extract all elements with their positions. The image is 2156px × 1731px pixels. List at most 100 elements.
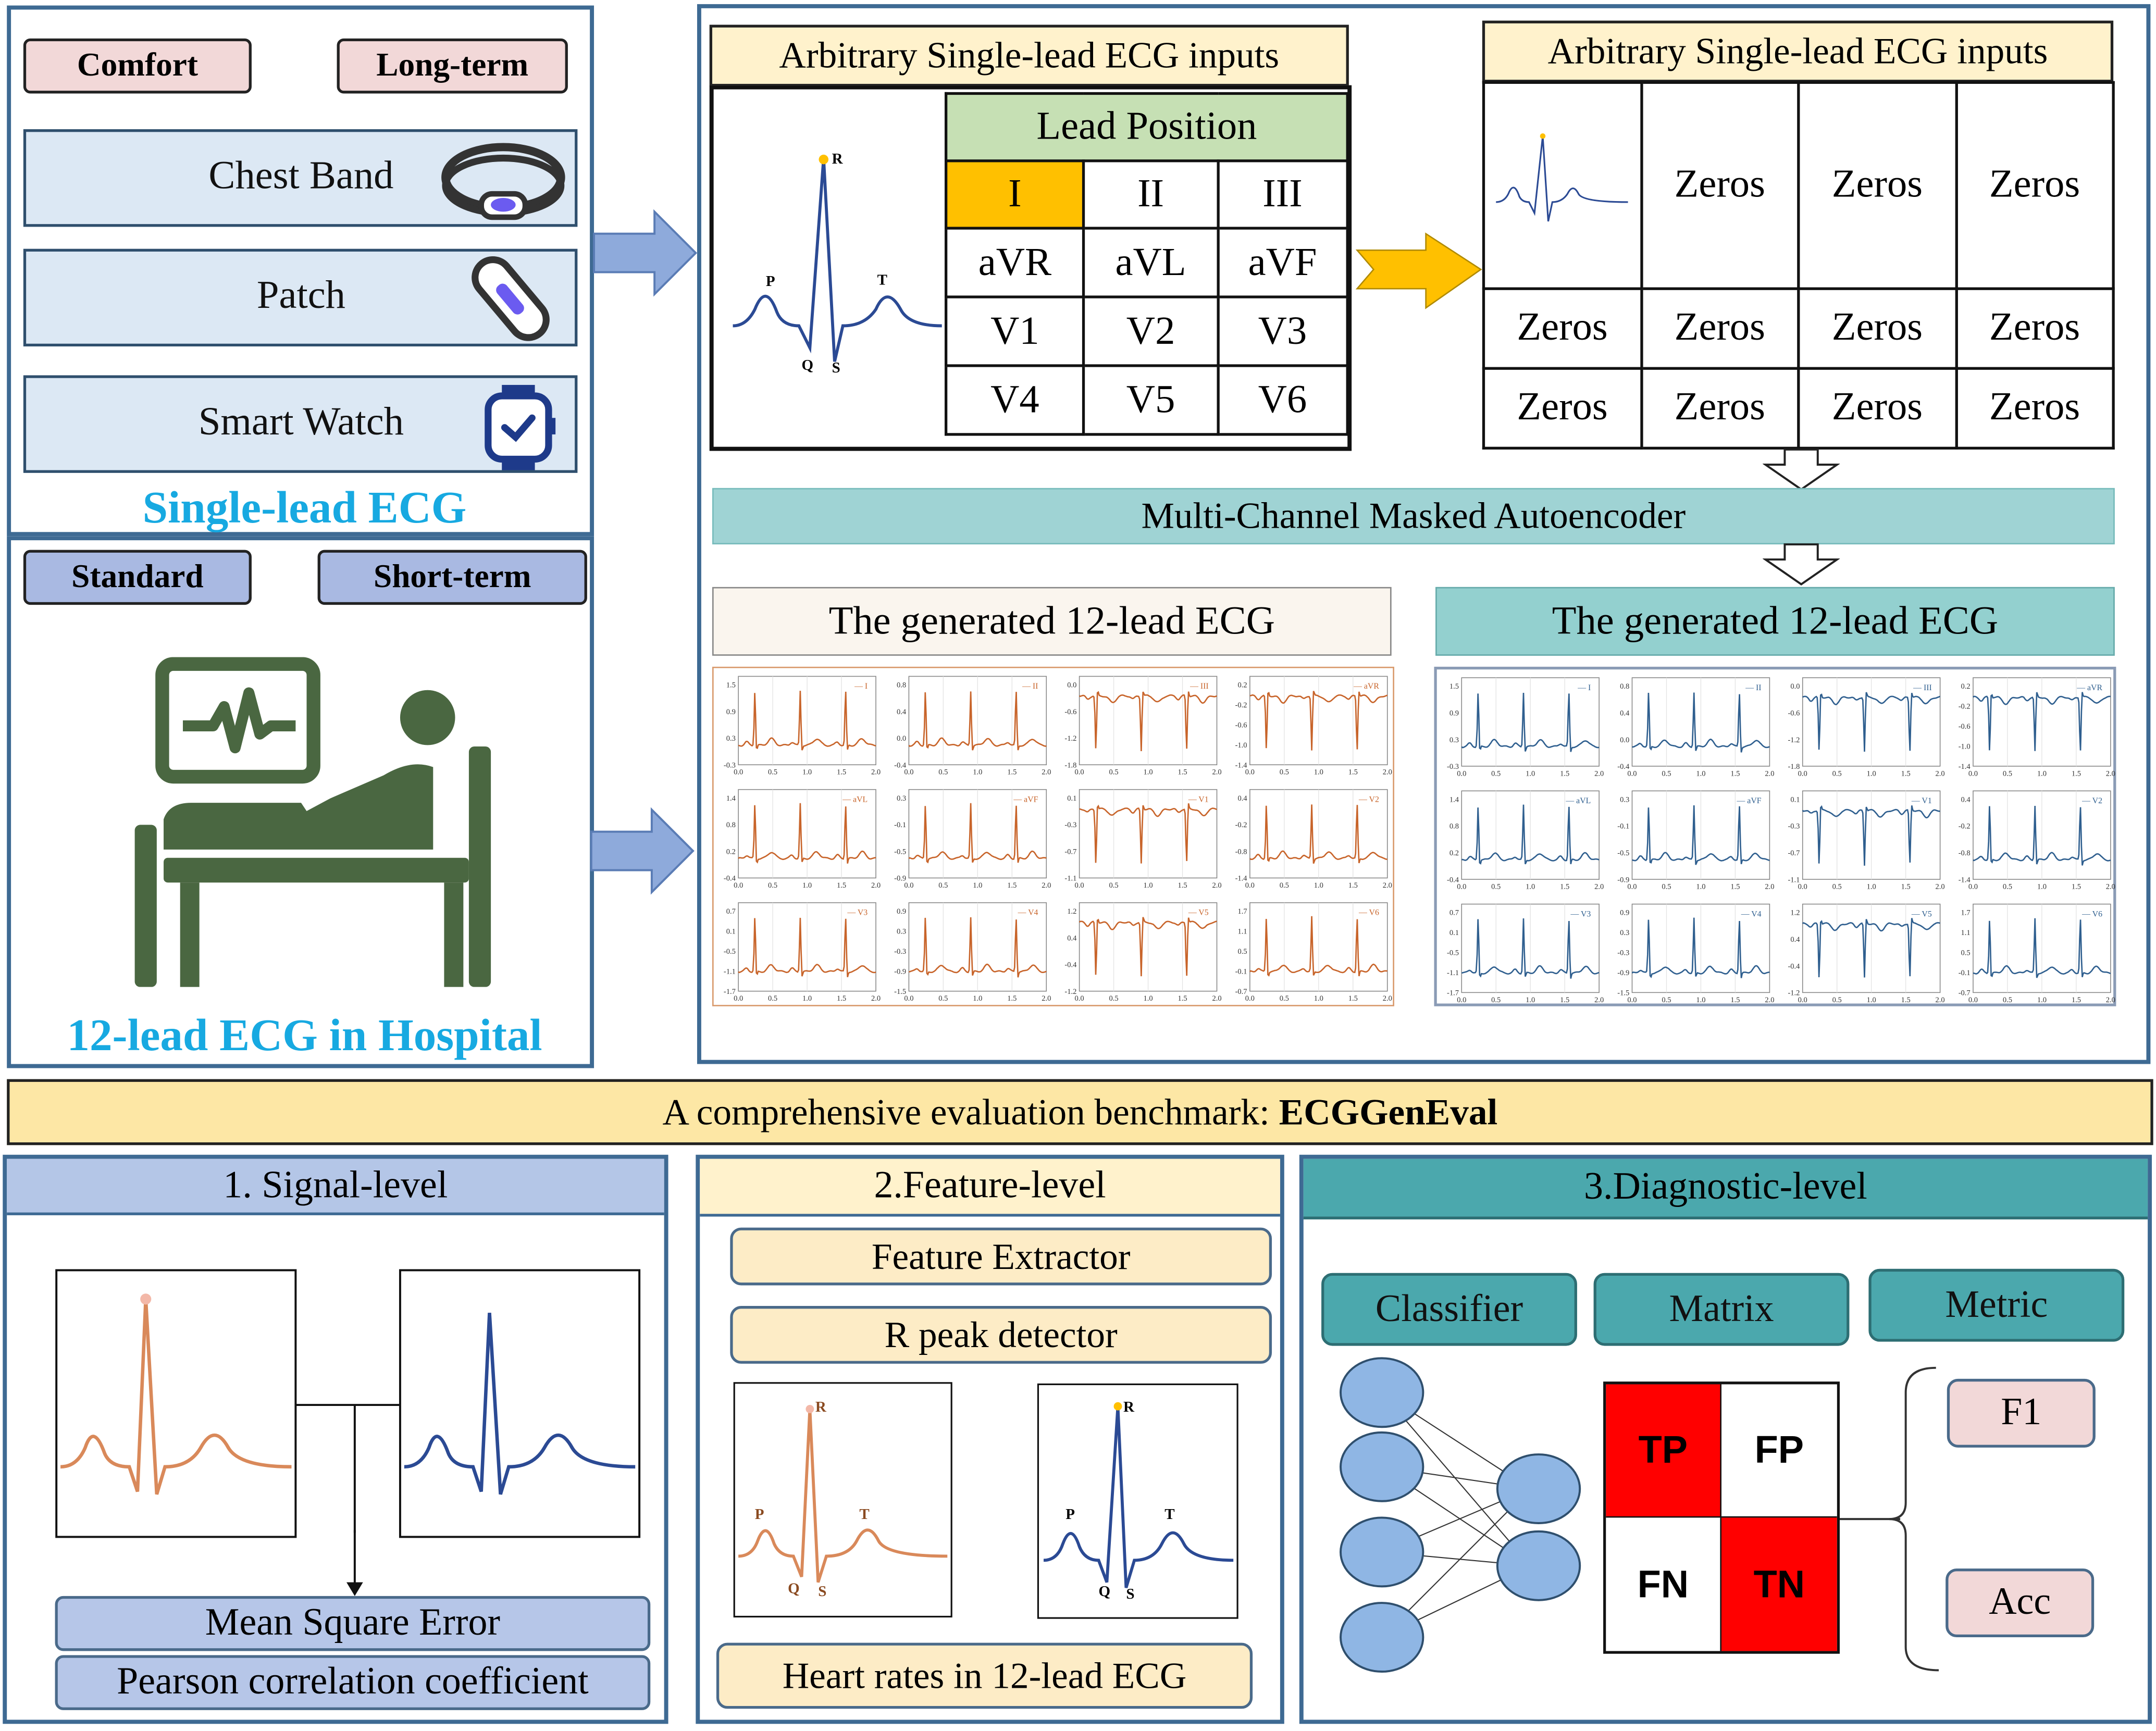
y-tick-label: 0.2	[1237, 681, 1247, 690]
y-tick-label: -1.8	[1064, 761, 1076, 769]
y-tick-label: 0.9	[1620, 909, 1629, 917]
y-tick-label: -0.7	[1064, 848, 1076, 856]
lead-cell-V2[interactable]: V2	[1082, 295, 1219, 367]
x-tick-label: 1.5	[1348, 881, 1358, 890]
y-tick-label: -0.1	[894, 821, 906, 829]
x-tick-label: 1.0	[1144, 768, 1153, 777]
lead-cell-III[interactable]: III	[1216, 159, 1349, 230]
y-tick-label: 1.2	[1067, 907, 1076, 916]
x-tick-label: 0.0	[1075, 994, 1084, 1003]
y-tick-label: -0.3	[1617, 949, 1629, 957]
lead-cell-V5[interactable]: V5	[1082, 364, 1219, 436]
x-tick-label: 1.0	[973, 881, 982, 890]
t-wave-label: T	[1164, 1506, 1174, 1523]
lead-position-table: Lead Position I II III aVR aVL aVF V1 V2…	[944, 92, 1349, 436]
lead-cell-V1[interactable]: V1	[944, 295, 1085, 367]
lead-cell-aVL[interactable]: aVL	[1082, 227, 1219, 298]
lead-cell-aVR[interactable]: aVR	[944, 227, 1085, 298]
zeros-cell: Zeros	[1797, 287, 1957, 370]
feature-level-header: 2.Feature-level	[700, 1159, 1280, 1217]
fn-cell: FN	[1606, 1517, 1722, 1651]
zeros-cell: Zeros	[1640, 367, 1800, 450]
y-tick-label: -1.0	[1959, 743, 1971, 751]
y-tick-label: -0.3	[1447, 763, 1459, 771]
x-tick-label: 0.5	[1109, 768, 1119, 777]
x-tick-label: 0.5	[2003, 769, 2012, 778]
x-tick-label: 0.5	[1662, 996, 1671, 1004]
x-tick-label: 0.0	[904, 768, 913, 777]
y-tick-label: -0.9	[894, 875, 906, 883]
lead-label: — V1	[1911, 796, 1932, 805]
y-tick-label: 0.0	[1620, 736, 1629, 744]
x-tick-label: 2.0	[1383, 881, 1392, 890]
y-tick-label: -1.4	[1959, 763, 1971, 771]
y-tick-label: 0.9	[726, 708, 736, 716]
lead-plot-I: — I 1.5 0.9 0.3 -0.30.0 0.5 1.0 1.5 2.0	[724, 676, 881, 777]
x-tick-label: 1.0	[1526, 883, 1535, 891]
y-tick-label: 0.8	[726, 821, 736, 829]
y-tick-label: -0.8	[1959, 849, 1971, 857]
lead-label: — III	[1189, 682, 1209, 691]
lead-label: — V4	[1741, 910, 1762, 918]
lead-cell-V3[interactable]: V3	[1216, 295, 1349, 367]
x-tick-label: 2.0	[1042, 881, 1051, 890]
y-tick-label: 0.1	[1790, 795, 1800, 804]
patch-label: Patch	[256, 273, 345, 318]
y-tick-label: 0.0	[897, 734, 906, 743]
ecg-trace	[1802, 692, 1941, 752]
y-tick-label: 0.1	[1449, 929, 1459, 937]
arrow-down-icon	[1763, 543, 1840, 586]
diagnostic-level-header: 3.Diagnostic-level	[1303, 1159, 2148, 1219]
long-term-tag: Long-term	[337, 38, 568, 94]
x-tick-label: 0.0	[1245, 881, 1255, 890]
lead-label: — aVR	[1353, 682, 1379, 691]
ecg-trace	[738, 691, 876, 751]
y-tick-label: 0.2	[726, 848, 736, 856]
x-tick-label: 1.5	[1560, 769, 1569, 778]
lead-position-title: Lead Position	[944, 92, 1349, 163]
ecg-trace	[738, 803, 876, 864]
x-tick-label: 1.0	[1314, 768, 1323, 777]
zeros-cell: Zeros	[1954, 287, 2115, 370]
lead-cell-II[interactable]: II	[1082, 159, 1219, 230]
y-tick-label: -0.5	[1617, 849, 1629, 857]
r-peak-detector: R peak detector	[730, 1306, 1272, 1364]
x-tick-label: 2.0	[871, 994, 881, 1003]
lead-plot-V5: — V5 1.2 0.4 -0.4 -1.20.0 0.5 1.0 1.5 2.0	[1064, 902, 1222, 1003]
lead-cell-I[interactable]: I	[944, 159, 1085, 230]
lead-cell-aVF[interactable]: aVF	[1216, 227, 1349, 298]
ecg-trace	[1249, 916, 1388, 977]
x-tick-label: 0.5	[1662, 883, 1671, 891]
chest-band-icon	[441, 143, 565, 220]
x-tick-label: 2.0	[1765, 883, 1774, 891]
x-tick-label: 2.0	[2106, 769, 2115, 778]
generated-12-lead-grid-blue: — I 1.5 0.9 0.3 -0.3 0.0 0.5 1.0 1.5 2.0— II 0.8 0.…	[1434, 666, 2116, 1006]
lead-label: — III	[1913, 683, 1932, 692]
y-tick-label: -1.2	[1064, 734, 1076, 743]
x-tick-label: 2.0	[871, 768, 881, 777]
y-tick-label: -0.3	[1788, 823, 1800, 831]
x-tick-label: 0.0	[1627, 769, 1637, 778]
x-tick-label: 1.5	[2072, 883, 2081, 891]
x-tick-label: 0.5	[1491, 769, 1501, 778]
ecg-trace	[1461, 918, 1600, 979]
lead-label: — aVF	[1013, 795, 1038, 804]
y-tick-label: -0.4	[1788, 962, 1800, 970]
standard-tag: Standard	[23, 550, 252, 605]
tp-cell: TP	[1606, 1384, 1722, 1518]
lead-cell-V4[interactable]: V4	[944, 364, 1085, 436]
y-tick-label: 0.9	[1449, 709, 1459, 717]
smart-watch-icon	[485, 384, 556, 470]
x-tick-label: 1.5	[1560, 883, 1569, 891]
x-tick-label: 1.0	[1696, 883, 1705, 891]
x-tick-label: 1.5	[1178, 994, 1187, 1003]
x-tick-label: 1.0	[2037, 996, 2047, 1004]
x-tick-label: 0.5	[1832, 769, 1842, 778]
lead-cell-V6[interactable]: V6	[1216, 364, 1349, 436]
x-tick-label: 1.5	[1901, 883, 1911, 891]
x-tick-label: 0.0	[904, 881, 913, 890]
y-tick-label: 1.4	[726, 794, 736, 803]
x-tick-label: 0.5	[768, 881, 777, 890]
